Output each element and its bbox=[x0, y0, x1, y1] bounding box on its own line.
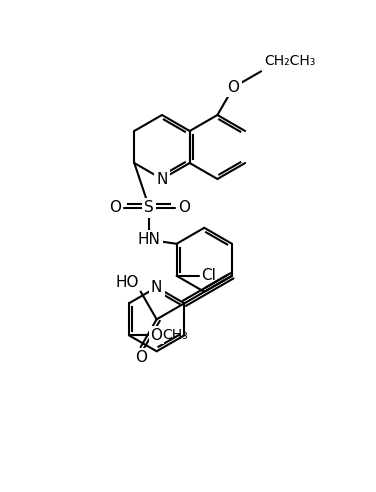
Text: HO: HO bbox=[115, 275, 139, 290]
Text: O: O bbox=[178, 200, 190, 215]
Text: O: O bbox=[227, 80, 240, 95]
Text: Cl: Cl bbox=[201, 268, 216, 283]
Text: O: O bbox=[109, 200, 121, 215]
Text: CH₃: CH₃ bbox=[162, 328, 188, 342]
Text: O: O bbox=[150, 328, 162, 343]
Text: S: S bbox=[144, 200, 154, 215]
Text: N: N bbox=[156, 172, 168, 186]
Text: O: O bbox=[135, 350, 147, 365]
Text: CH₂CH₃: CH₂CH₃ bbox=[264, 54, 315, 68]
Text: N: N bbox=[151, 280, 162, 295]
Text: HN: HN bbox=[138, 232, 161, 247]
